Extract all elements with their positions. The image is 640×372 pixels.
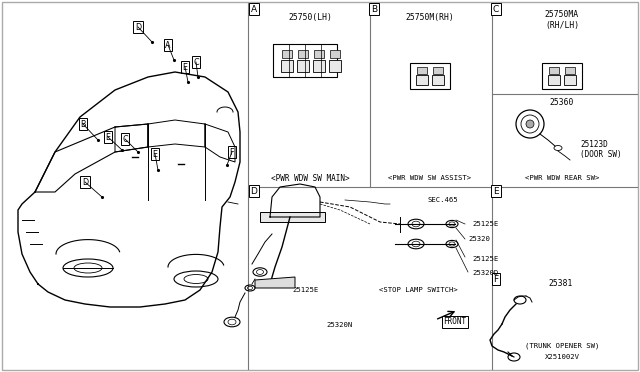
Text: 25320: 25320 [468,236,490,242]
Text: B: B [80,119,86,128]
Bar [330,50,340,58]
Text: C: C [493,4,499,13]
Text: FRONT: FRONT [444,317,467,327]
Text: D: D [135,22,141,32]
Text: B: B [371,4,377,13]
Text: 25125E: 25125E [472,221,499,227]
Text: E: E [182,62,188,71]
Text: <PWR WDW SW ASSIST>: <PWR WDW SW ASSIST> [388,175,472,181]
Text: 25125E: 25125E [472,256,499,262]
Text: 25125E: 25125E [293,287,319,293]
Bar [548,75,560,85]
Text: X251002V: X251002V [545,354,579,360]
Text: D: D [251,186,257,196]
Bar [416,75,428,85]
Text: D: D [82,177,88,186]
Bar [564,75,576,85]
Bar [297,60,309,72]
Text: <PWR WDW REAR SW>: <PWR WDW REAR SW> [525,175,599,181]
Text: 25360: 25360 [550,97,574,106]
Ellipse shape [526,120,534,128]
Text: (TRUNK OPENER SW): (TRUNK OPENER SW) [525,343,599,349]
Bar [329,60,341,72]
Text: F: F [493,275,499,283]
Text: <STOP LAMP SWITCH>: <STOP LAMP SWITCH> [379,287,458,293]
Text: E: E [493,186,499,196]
Text: E: E [106,132,111,141]
Text: (RH/LH): (RH/LH) [545,20,579,29]
Text: 25320D: 25320D [472,270,499,276]
Text: 25750M(RH): 25750M(RH) [406,13,454,22]
Bar [432,75,444,85]
Bar [298,50,308,58]
Bar [565,67,575,74]
Text: A: A [251,4,257,13]
Text: F: F [230,148,234,157]
Text: C: C [193,58,199,67]
Bar [549,67,559,74]
Bar [281,60,293,72]
Bar [313,60,325,72]
Polygon shape [255,277,295,288]
Text: 25123D: 25123D [580,140,608,148]
Text: 25750MA: 25750MA [545,10,579,19]
Text: <PWR WDW SW MAIN>: <PWR WDW SW MAIN> [271,173,349,183]
Bar [282,50,292,58]
Text: E: E [152,150,157,158]
Text: 25750(LH): 25750(LH) [288,13,332,22]
Text: 25381: 25381 [548,279,572,289]
Bar [314,50,324,58]
Text: SEC.465: SEC.465 [428,197,459,203]
Bar [433,67,443,74]
Text: (DOOR SW): (DOOR SW) [580,150,621,158]
Text: A: A [165,41,171,49]
Text: 25320N: 25320N [327,322,353,328]
Text: C: C [122,135,128,144]
Bar [417,67,427,74]
Polygon shape [260,212,325,222]
